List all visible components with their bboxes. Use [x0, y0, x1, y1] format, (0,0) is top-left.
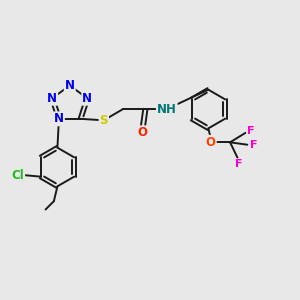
Text: O: O [206, 136, 216, 149]
Text: NH: NH [157, 103, 177, 116]
Text: F: F [235, 159, 243, 169]
Text: N: N [82, 92, 92, 105]
Text: N: N [65, 79, 75, 92]
Text: N: N [54, 112, 64, 125]
Text: F: F [250, 140, 258, 150]
Text: O: O [137, 126, 147, 139]
Text: S: S [100, 114, 108, 127]
Text: Cl: Cl [11, 169, 24, 182]
Text: N: N [47, 92, 57, 105]
Text: F: F [247, 126, 255, 136]
